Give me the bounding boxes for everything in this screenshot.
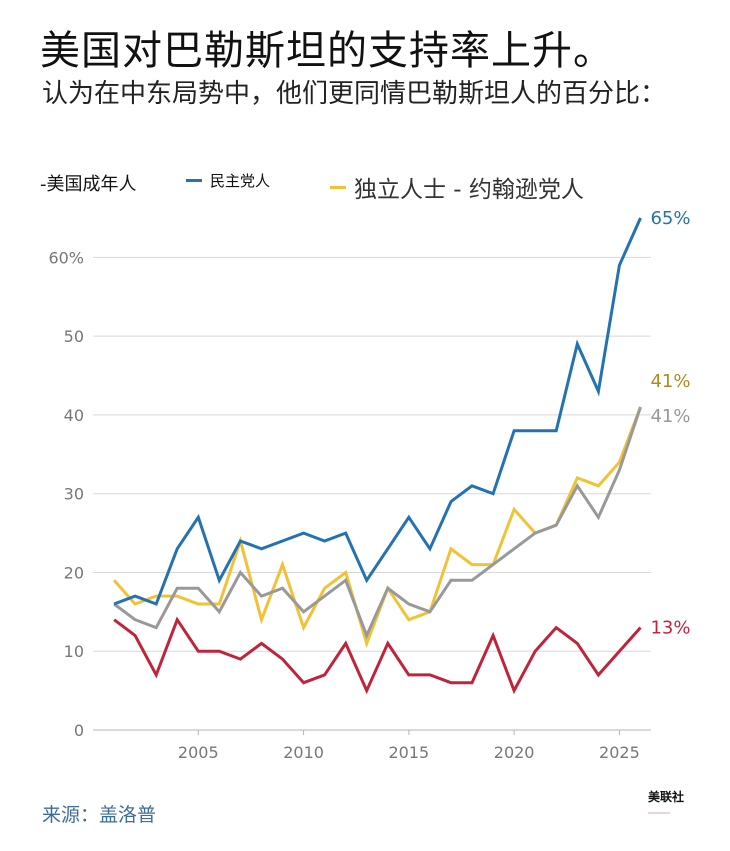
legend-label-democrats: 民主党人 [210,172,271,190]
series-line-2 [113,406,642,640]
y-tick-label-0: 0 [74,721,84,740]
end-label-1: 41% [650,371,690,392]
end-label-3: 13% [650,618,690,639]
x-tick-label-2015: 2015 [388,743,429,762]
legend: -美国成年人 民主党人 独立人士 - 约翰逊党人 [40,170,690,203]
source-note: 来源：盖洛普 [42,804,157,826]
series-line-0 [113,217,642,606]
end-label-0: 65% [650,208,690,229]
line-chart: 0 10 20 30 40 50 60% 2005 2010 2015 2020 2025 65% 4… [48,208,690,762]
legend-label-adults: -美国成年人 [40,174,137,195]
credit-logo: 美联社 [648,790,685,804]
series-line-3 [113,616,642,695]
y-tick-label-30: 30 [64,485,84,504]
x-axis-ticks: 2005 2010 2015 2020 2025 [178,730,640,762]
y-tick-label-10: 10 [64,642,84,661]
y-axis-ticks: 0 10 20 30 40 50 60% [48,248,84,740]
chart-title: 美国对巴勒斯坦的支持率上升。 [40,28,614,74]
y-tick-label-40: 40 [64,406,84,425]
credit-underline [648,812,670,814]
series-lines [112,217,642,695]
end-label-2: 41% [650,406,690,427]
legend-item-democrats: 民主党人 [186,170,270,191]
x-tick-label-2020: 2020 [494,743,535,762]
gridlines [93,256,651,731]
chart-subtitle: 认为在中东局势中，他们更同情巴勒斯坦人的百分比： [42,79,667,109]
end-labels: 65% 41% 41% 13% [650,208,690,639]
legend-item-adults: -美国成年人 [40,170,137,196]
legend-item-independents: 独立人士 - 约翰逊党人 [330,170,584,204]
y-tick-label-60: 60% [48,248,84,267]
x-tick-label-2005: 2005 [178,743,219,762]
legend-swatch-democrats [186,179,202,182]
x-tick-label-2025: 2025 [599,743,640,762]
legend-label-independents: 独立人士 - 约翰逊党人 [354,177,584,203]
y-tick-label-20: 20 [64,563,84,582]
legend-swatch-independents [330,185,346,189]
y-tick-label-50: 50 [64,327,84,346]
x-tick-label-2010: 2010 [283,743,324,762]
